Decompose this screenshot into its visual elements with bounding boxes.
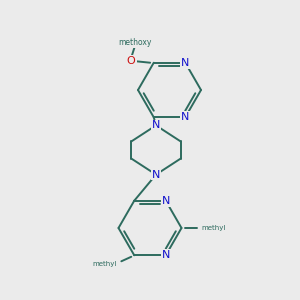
Text: N: N (181, 58, 189, 68)
Text: methyl: methyl (201, 225, 226, 231)
Text: N: N (162, 196, 170, 206)
Text: N: N (181, 112, 189, 122)
Text: N: N (152, 169, 160, 180)
Text: N: N (162, 250, 170, 260)
Text: methoxy: methoxy (118, 38, 152, 47)
Text: O: O (127, 56, 136, 66)
Text: methyl: methyl (92, 261, 116, 267)
Text: N: N (152, 120, 160, 130)
